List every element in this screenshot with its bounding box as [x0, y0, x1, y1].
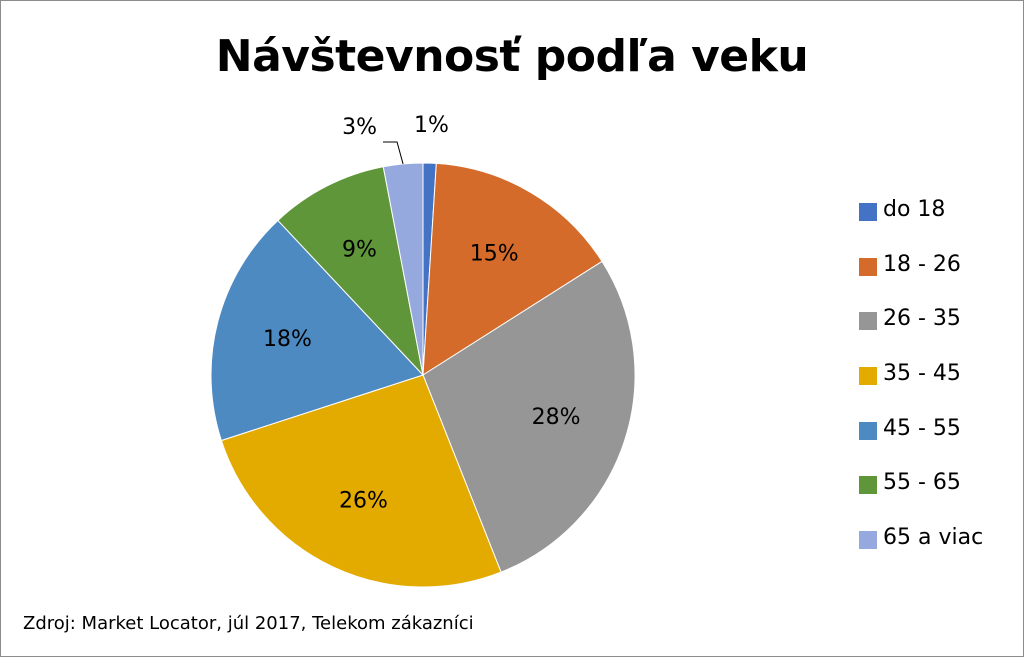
legend-swatch	[859, 531, 877, 550]
slice-labels: 1% 15% 28% 26% 18% 9% 3%	[263, 113, 581, 513]
pie-slice-6	[277, 166, 424, 377]
legend-item: 45 - 55	[859, 416, 1019, 471]
pie-slice-5	[210, 219, 424, 442]
legend-item: do 18	[859, 197, 1019, 252]
slice-label-1: 1%	[414, 113, 449, 138]
pie-slice-3	[422, 260, 636, 573]
legend-swatch	[859, 421, 877, 440]
legend: do 18 18 - 26 26 - 35 35 - 45 45 - 55 55 - 65…	[859, 197, 1019, 580]
slice-label-4: 26%	[339, 489, 388, 514]
legend-label: do 18	[883, 197, 946, 222]
legend-swatch	[859, 257, 877, 276]
chart-title: Návštevnosť podľa veku	[215, 31, 809, 82]
legend-swatch	[859, 203, 877, 221]
legend-swatch	[859, 367, 877, 386]
slice-label-6: 9%	[342, 237, 377, 262]
slice-label-7: 3%	[342, 115, 377, 140]
legend-label: 35 - 45	[883, 361, 961, 387]
legend-label: 45 - 55	[883, 415, 961, 441]
legend-item: 65 a viac	[859, 525, 1019, 580]
pie-slice-2	[422, 162, 603, 376]
slice-label-5: 18%	[263, 327, 312, 352]
legend-item: 26 - 35	[859, 306, 1019, 361]
pie-slices	[210, 162, 636, 588]
legend-label: 26 - 35	[883, 306, 961, 332]
source-note: Zdroj: Market Locator, júl 2017, Telekom…	[23, 613, 474, 634]
pie-slice-4	[220, 374, 502, 588]
leader-lines	[383, 141, 404, 165]
legend-item: 18 - 26	[859, 252, 1019, 307]
slice-label-3: 28%	[532, 405, 581, 430]
legend-item: 35 - 45	[859, 361, 1019, 416]
legend-label: 55 - 65	[883, 470, 961, 496]
legend-swatch	[859, 312, 877, 331]
legend-label: 18 - 26	[883, 251, 961, 277]
legend-item: 55 - 65	[859, 470, 1019, 525]
legend-swatch	[859, 476, 877, 495]
legend-label: 65 a viac	[883, 525, 984, 551]
leader-line-7	[383, 141, 404, 165]
slice-label-2: 15%	[470, 242, 519, 267]
